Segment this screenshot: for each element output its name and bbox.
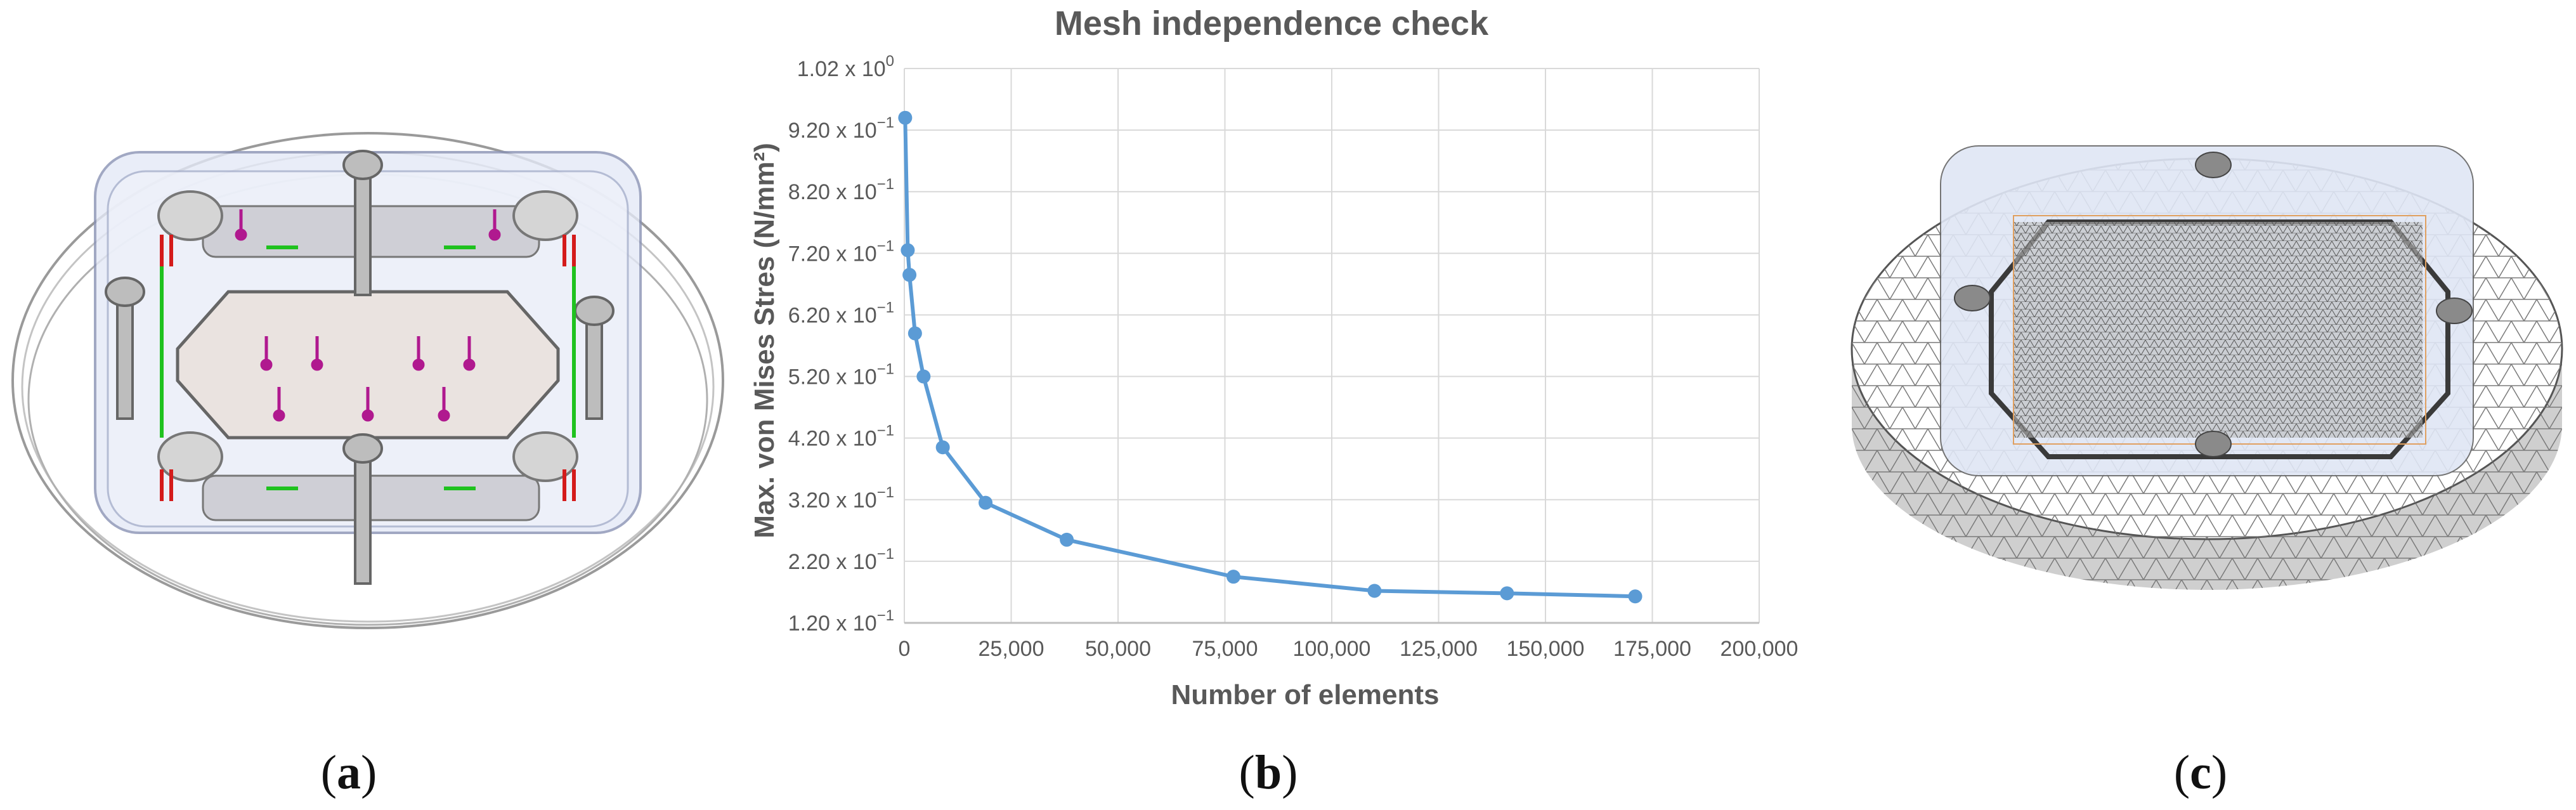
y-tick-label: 7.20 x 10−1 — [788, 237, 894, 266]
assembly-illustration — [11, 132, 724, 629]
mesh-illustration — [1851, 145, 2563, 590]
y-tick-label: 1.02 x 100 — [797, 53, 894, 81]
y-axis-title: Max. von Mises Stres (N/mm²) — [749, 143, 780, 539]
y-tick-label: 2.20 x 10−1 — [788, 545, 894, 574]
data-point — [935, 440, 950, 455]
data-point — [901, 243, 915, 258]
series-line — [903, 117, 1636, 599]
y-tick-label: 3.20 x 10−1 — [788, 484, 894, 513]
chart-series — [898, 110, 1643, 604]
data-point — [902, 268, 917, 282]
data-point — [907, 326, 922, 341]
panel-b-caption: (b) — [1239, 746, 1298, 799]
y-tick-label: 8.20 x 10−1 — [788, 176, 894, 204]
y-tick-label: 4.20 x 10−1 — [788, 422, 894, 451]
y-tick-label: 9.20 x 10−1 — [788, 114, 894, 143]
y-axis-ticks: 1.20 x 10−1 2.20 x 10−1 3.20 x 10−1 4.20 x … — [788, 53, 894, 636]
chart-gridlines — [904, 68, 1760, 624]
data-point — [1060, 532, 1074, 547]
x-axis-ticks: 0 25,000 50,000 75,000 100,000 125,000 150,000… — [899, 637, 1799, 661]
panel-c-mesh-render — [1839, 127, 2576, 634]
x-tick-label: 75,000 — [1192, 637, 1258, 661]
data-point — [1628, 589, 1643, 604]
panel-a-caption: (a) — [320, 746, 377, 799]
data-point — [1226, 570, 1240, 584]
x-axis-title: Number of elements — [1171, 679, 1440, 710]
data-point — [916, 369, 931, 384]
x-tick-label: 50,000 — [1085, 637, 1151, 661]
panel-a-assembly-render — [0, 82, 736, 653]
x-tick-label: 200,000 — [1721, 637, 1799, 661]
x-tick-label: 125,000 — [1400, 637, 1478, 661]
mesh-independence-chart: Mesh independence check 1.20 x 10−1 2.20 … — [749, 4, 1799, 710]
panel-c-caption: (c) — [2173, 746, 2228, 799]
y-tick-label: 6.20 x 10−1 — [788, 299, 894, 327]
data-point — [1500, 586, 1514, 601]
chart-title: Mesh independence check — [1055, 4, 1489, 42]
x-tick-label: 150,000 — [1507, 637, 1585, 661]
x-tick-label: 0 — [899, 637, 911, 661]
data-point — [1367, 584, 1382, 598]
x-tick-label: 25,000 — [979, 637, 1044, 661]
data-point — [979, 495, 993, 510]
y-tick-label: 1.20 x 10−1 — [788, 607, 894, 636]
y-tick-label: 5.20 x 10−1 — [788, 361, 894, 389]
data-point — [898, 110, 913, 125]
x-tick-label: 100,000 — [1293, 637, 1371, 661]
x-tick-label: 175,000 — [1613, 637, 1691, 661]
